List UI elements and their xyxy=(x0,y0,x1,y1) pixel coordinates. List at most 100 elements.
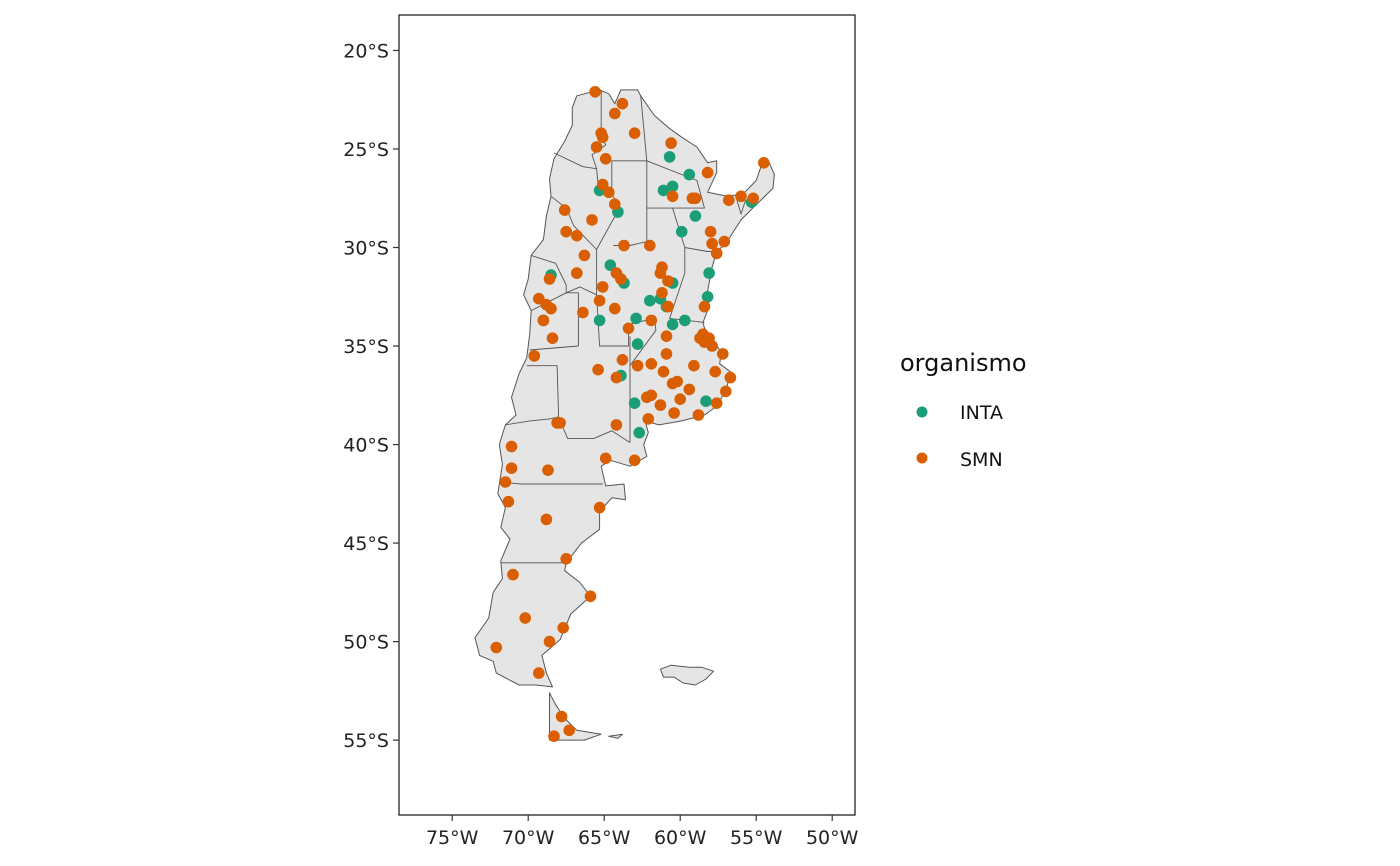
station-point-smn xyxy=(609,198,621,210)
station-point-smn xyxy=(718,235,731,248)
station-point-smn xyxy=(540,513,553,526)
x-tick-label: 55°W xyxy=(730,827,783,849)
station-point-smn xyxy=(665,137,677,149)
station-point-smn xyxy=(720,385,732,398)
station-point-smn xyxy=(533,667,545,679)
station-point-smn xyxy=(563,724,575,737)
legend-title: organismo xyxy=(900,349,1027,377)
station-point-smn xyxy=(710,397,723,410)
legend-key-smn xyxy=(916,452,928,464)
station-point-inta xyxy=(633,426,645,439)
station-point-smn xyxy=(499,476,512,488)
station-point-smn xyxy=(596,178,609,191)
station-points-layer xyxy=(490,86,770,742)
station-point-smn xyxy=(599,452,612,465)
station-point-smn xyxy=(709,365,721,378)
station-point-smn xyxy=(555,710,568,723)
station-point-smn xyxy=(596,131,609,143)
province-boundary xyxy=(591,89,607,169)
station-point-smn xyxy=(545,302,557,315)
station-point-inta xyxy=(663,151,676,163)
station-point-inta xyxy=(644,294,656,307)
station-point-inta xyxy=(689,210,702,222)
station-point-inta xyxy=(679,314,691,327)
station-point-smn xyxy=(654,399,667,411)
station-point-smn xyxy=(706,340,718,352)
station-point-smn xyxy=(616,354,629,366)
station-point-smn xyxy=(657,365,670,378)
station-point-smn xyxy=(505,462,518,475)
station-point-smn xyxy=(645,389,658,402)
station-point-inta xyxy=(628,397,641,410)
station-point-smn xyxy=(507,568,519,581)
station-point-smn xyxy=(618,239,630,252)
station-point-smn xyxy=(642,413,655,425)
station-point-smn xyxy=(701,166,714,179)
station-point-smn xyxy=(645,358,658,370)
isla-de-los-estados xyxy=(608,733,623,739)
station-point-smn xyxy=(537,314,550,327)
y-axis: 20°S 25°S 30°S 35°S 40°S 45°S 50°S 55°S xyxy=(343,40,399,752)
station-point-smn xyxy=(616,97,629,110)
province-boundary xyxy=(531,254,597,296)
station-point-smn xyxy=(704,225,717,238)
x-tick-label: 60°W xyxy=(654,827,707,849)
station-point-inta xyxy=(604,259,617,272)
station-point-smn xyxy=(560,553,572,565)
station-point-smn xyxy=(710,247,723,260)
station-point-inta xyxy=(675,225,688,238)
station-point-smn xyxy=(560,225,572,238)
station-point-smn xyxy=(666,190,679,203)
station-point-smn xyxy=(609,107,621,120)
station-point-smn xyxy=(610,419,623,431)
y-tick-label: 45°S xyxy=(343,533,389,555)
station-point-smn xyxy=(548,730,560,742)
station-point-smn xyxy=(596,281,609,293)
x-axis: 75°W 70°W 65°W 60°W 55°W 50°W xyxy=(426,815,859,849)
station-point-smn xyxy=(519,612,531,624)
legend-label-inta: INTA xyxy=(960,402,1003,424)
station-point-smn xyxy=(603,186,615,199)
station-point-smn xyxy=(546,332,559,345)
province-boundary xyxy=(735,198,747,215)
y-tick-label: 30°S xyxy=(343,238,389,260)
station-point-inta xyxy=(666,180,679,193)
station-point-smn xyxy=(542,464,554,477)
station-point-smn xyxy=(543,273,556,285)
station-point-smn xyxy=(683,383,696,396)
x-tick-label: 70°W xyxy=(502,827,555,849)
province-boundary xyxy=(550,195,598,305)
x-tick-label: 75°W xyxy=(426,827,479,849)
station-point-smn xyxy=(502,495,515,508)
station-point-inta xyxy=(683,168,696,181)
province-boundary xyxy=(646,160,705,209)
station-point-inta xyxy=(657,184,670,197)
y-tick-label: 25°S xyxy=(343,139,389,161)
station-point-smn xyxy=(662,300,674,313)
station-point-inta xyxy=(593,314,606,327)
y-tick-label: 35°S xyxy=(343,336,389,358)
station-point-smn xyxy=(758,157,770,169)
legend-entry-smn: SMN xyxy=(916,449,1003,471)
station-point-smn xyxy=(631,359,644,372)
station-point-smn xyxy=(592,363,604,376)
station-point-smn xyxy=(747,192,759,205)
station-point-smn xyxy=(654,267,667,279)
station-point-smn xyxy=(528,350,541,362)
plot-panel-border xyxy=(398,14,856,816)
station-point-inta xyxy=(703,267,715,279)
station-point-smn xyxy=(660,330,673,343)
province-boundary xyxy=(526,365,631,443)
x-tick-label: 50°W xyxy=(806,827,859,849)
station-point-smn xyxy=(571,267,583,279)
legend-label-smn: SMN xyxy=(960,449,1003,471)
station-point-inta xyxy=(701,291,714,303)
station-point-smn xyxy=(645,314,658,327)
station-point-smn xyxy=(698,300,711,313)
station-point-smn xyxy=(735,190,747,203)
station-point-smn xyxy=(543,635,556,648)
station-point-smn xyxy=(609,302,621,315)
station-point-smn xyxy=(593,294,606,307)
province-boundary xyxy=(505,416,559,426)
